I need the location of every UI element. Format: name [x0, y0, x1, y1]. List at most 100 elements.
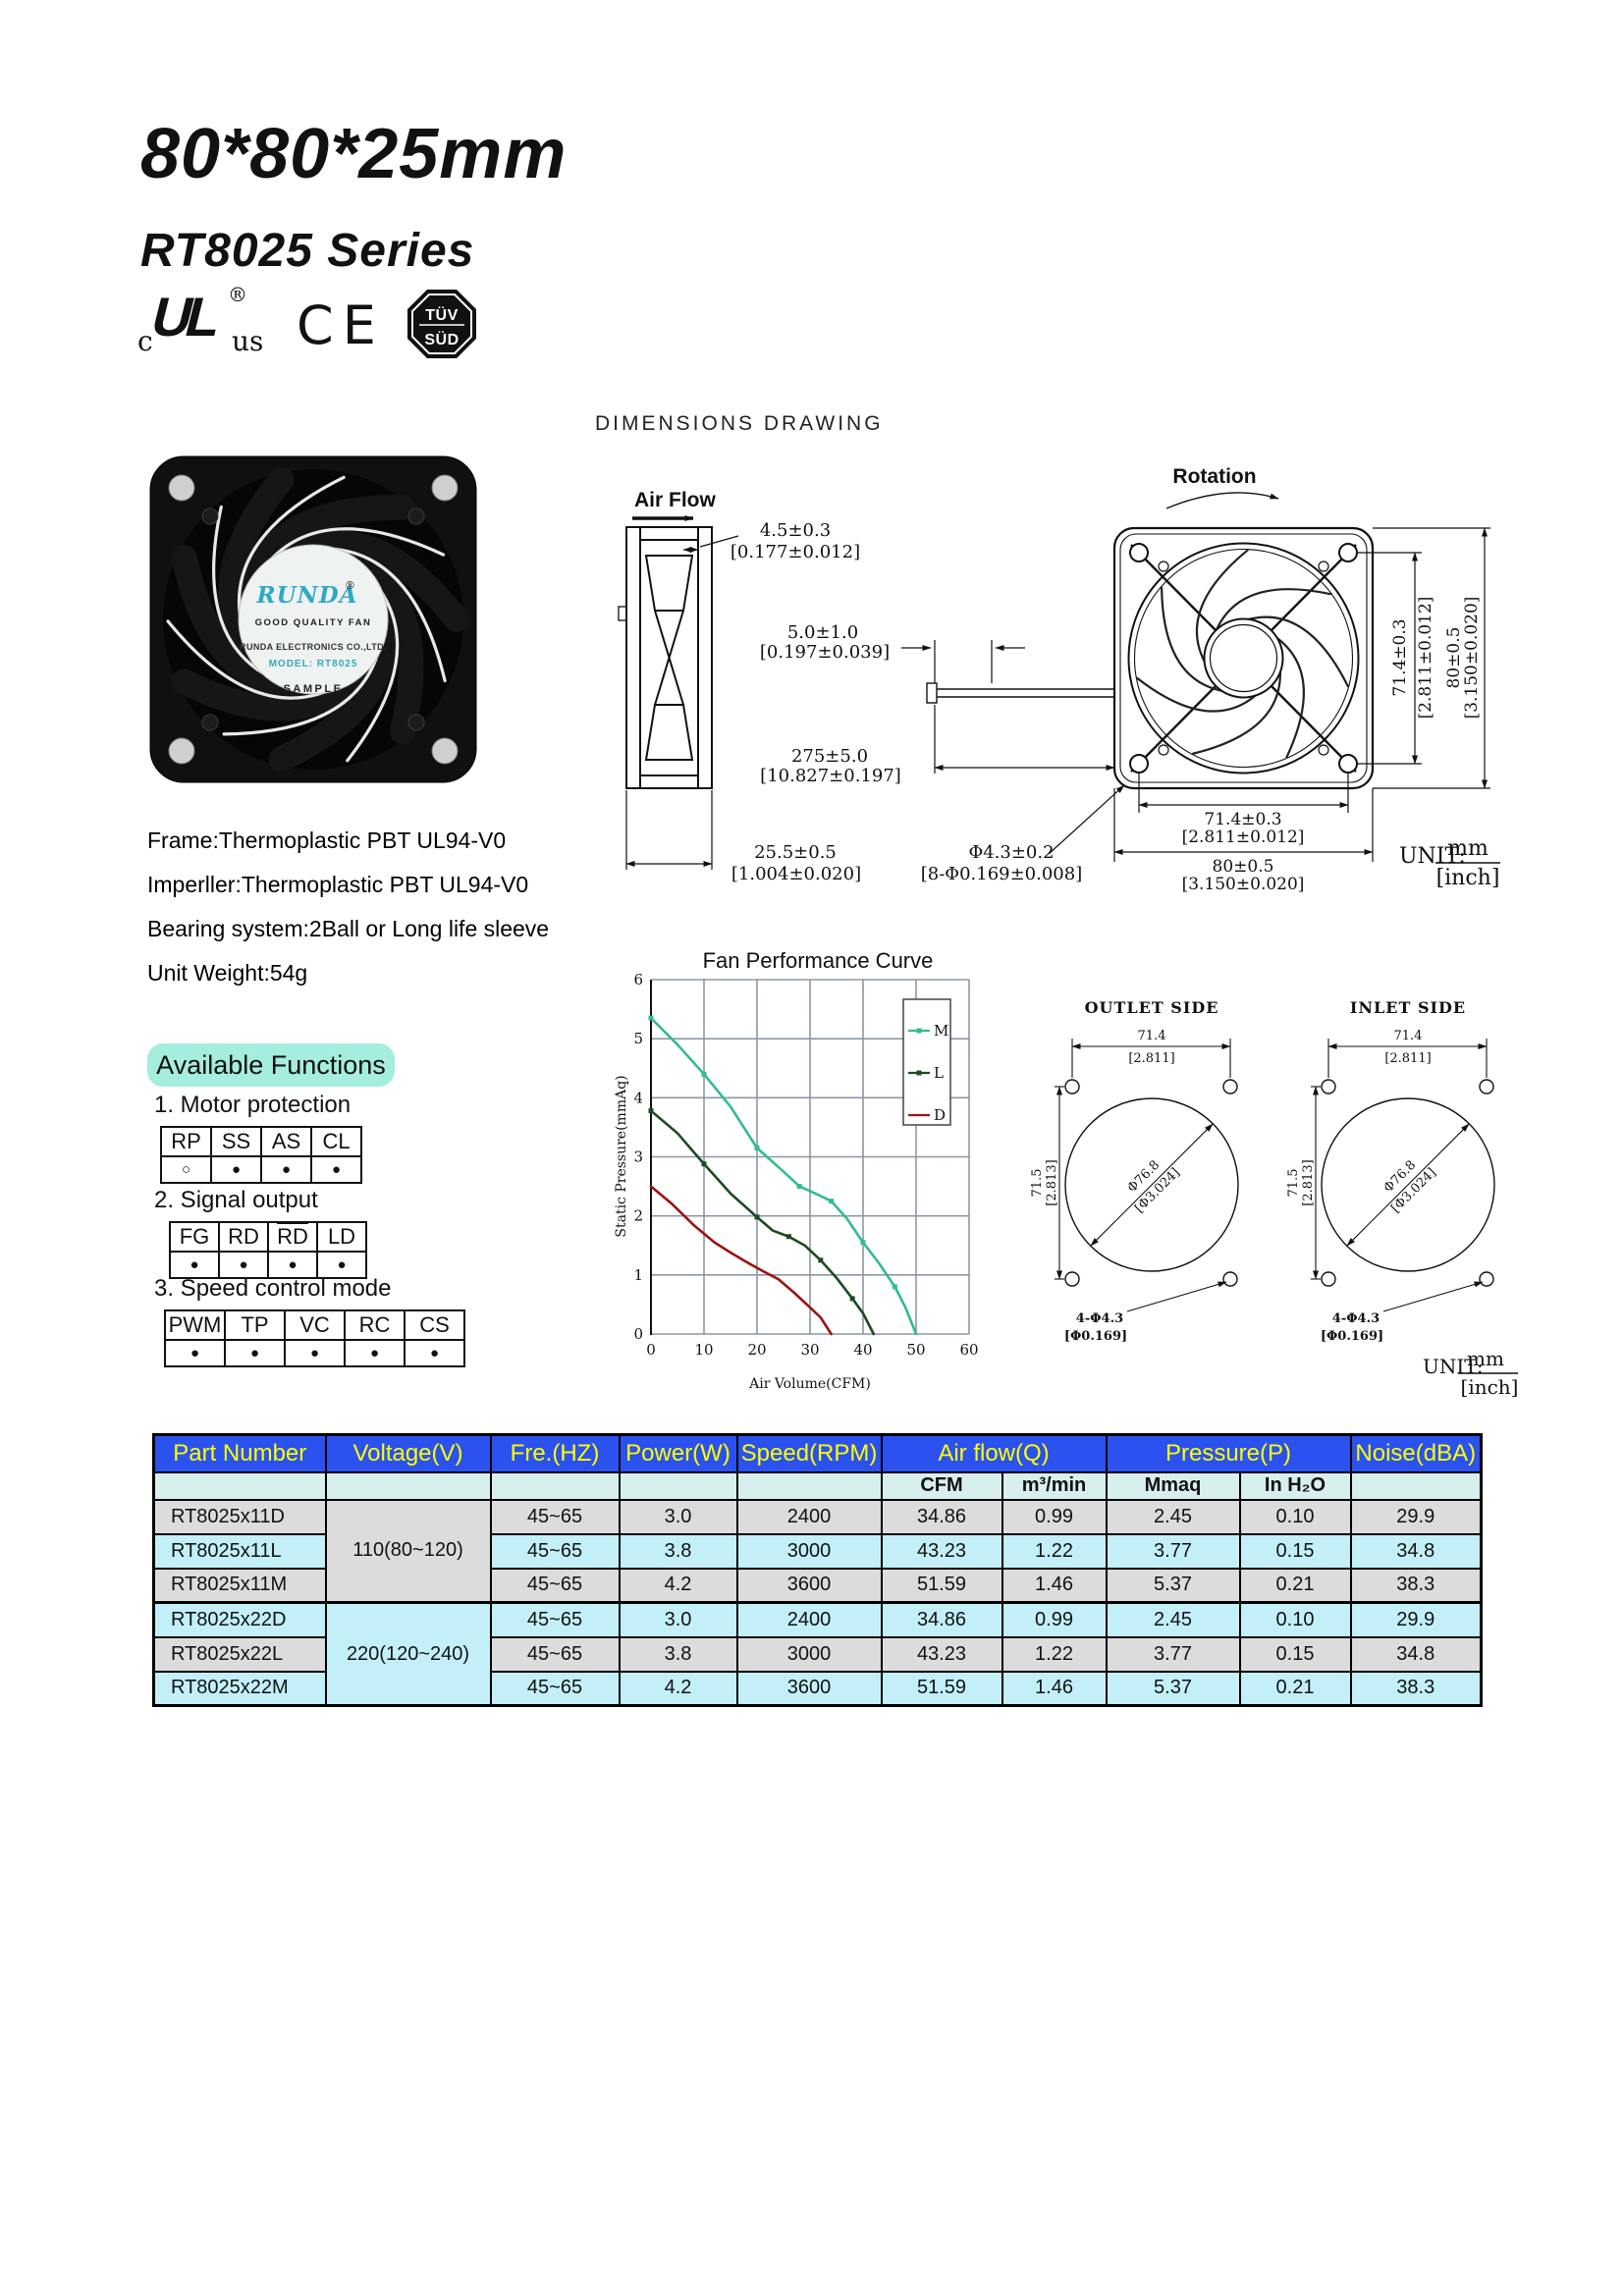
svg-text:[2.811]: [2.811]: [1128, 1051, 1174, 1066]
cell-value: 38.3: [1349, 1567, 1483, 1604]
svg-text:[2.811]: [2.811]: [1384, 1051, 1431, 1066]
cell-part-number: RT8025x22M: [152, 1670, 327, 1707]
cell-value: 51.59: [880, 1670, 1003, 1707]
series-subtitle: RT8025 Series: [140, 225, 475, 277]
svg-text:0: 0: [633, 1325, 643, 1343]
ul-certification-logo: c UL ® us: [137, 283, 267, 357]
cell-value: 0.21: [1238, 1670, 1352, 1707]
unit-note-2: UNIT: mm [inch]: [1423, 1347, 1518, 1399]
cell-value: 38.3: [1349, 1670, 1483, 1707]
function-col-ss: SS: [210, 1126, 262, 1157]
svg-text:mm: mm: [1467, 1347, 1504, 1370]
svg-text:OUTLET SIDE: OUTLET SIDE: [1085, 998, 1219, 1017]
filled-dot-icon: ●: [310, 1155, 362, 1184]
motor-protection-group: 1. Motor protection RP SS AS CL ○ ● ● ●: [147, 1092, 560, 1184]
fan-label-line2: RUNDA ELECTRONICS CO.,LTD.: [240, 642, 387, 652]
dim-v2-in: [3.150±0.020]: [1462, 597, 1482, 720]
function-col-tp: TP: [224, 1309, 286, 1341]
speed-control-group: 3. Speed control mode PWM TP VC RC CS ● ● ● ● ●: [147, 1275, 560, 1367]
cell-value: 45~65: [489, 1498, 621, 1535]
svg-text:[2.813]: [2.813]: [1301, 1159, 1316, 1205]
cell-value: 5.37: [1105, 1567, 1241, 1604]
cell-value: 1.22: [1001, 1532, 1108, 1570]
cell-part-number: RT8025x22D: [152, 1601, 327, 1638]
function-col-as: AS: [260, 1126, 312, 1157]
svg-text:5: 5: [633, 1030, 643, 1047]
cell-value: 1.22: [1001, 1635, 1108, 1673]
fan-label-line3: MODEL: RT8025: [269, 659, 358, 669]
dim-25-5-in: [1.004±0.020]: [731, 864, 861, 883]
cell-value: 4.2: [618, 1567, 738, 1604]
filled-dot-icon: ●: [218, 1251, 269, 1279]
cell-value: 3600: [735, 1670, 883, 1707]
filled-dot-icon: ●: [169, 1251, 220, 1279]
svg-text:20: 20: [747, 1341, 766, 1359]
cell-value: 51.59: [880, 1567, 1003, 1604]
col-airflow: Air flow(Q): [880, 1433, 1108, 1473]
col-pressure: Pressure(P): [1105, 1433, 1352, 1473]
side-view-body: [618, 526, 713, 789]
cell-value: 0.99: [1001, 1601, 1108, 1638]
svg-text:71.5: 71.5: [1030, 1169, 1045, 1198]
filled-dot-icon: ●: [210, 1155, 262, 1184]
subcol-inh2o: In H₂O: [1238, 1470, 1352, 1501]
dim-hole-in: [8-Φ0.169±0.008]: [921, 864, 1082, 883]
svg-text:UNIT:: UNIT:: [1399, 844, 1466, 869]
function-col-rd: RD: [267, 1221, 318, 1253]
col-frequency: Fre.(HZ): [489, 1433, 621, 1473]
registered-icon: ®: [228, 283, 247, 306]
cell-value: 45~65: [489, 1670, 621, 1707]
dim-275-mm: 275±5.0: [791, 746, 868, 767]
chart-plot-area: 0 10 20 30 40 50 60 0 1 2 3 4 5 6 M L D: [633, 971, 978, 1359]
svg-text:L: L: [934, 1064, 944, 1082]
function-col-ld: LD: [316, 1221, 367, 1253]
front-view-dimensions: [1113, 527, 1490, 862]
cell-value: 2.45: [1105, 1601, 1241, 1638]
fan-product-photo: RUNDA ® GOOD QUALITY FAN RUNDA ELECTRONI…: [149, 455, 477, 783]
subcol-mmaq: Mmaq: [1105, 1470, 1241, 1501]
ul-c-label: c: [137, 325, 153, 357]
chart-title: Fan Performance Curve: [703, 948, 934, 973]
cell-value: 34.8: [1349, 1635, 1483, 1673]
cell-value: 4.2: [618, 1670, 738, 1707]
cell-value: 0.10: [1238, 1498, 1352, 1535]
svg-text:4-Φ4.3: 4-Φ4.3: [1332, 1311, 1380, 1326]
col-noise: Noise(dBA): [1349, 1433, 1483, 1473]
table-row: RT8025x11D 110(80~120) 45~65 3.0 2400 34.86 0.…: [152, 1498, 1483, 1604]
svg-text:D: D: [934, 1106, 946, 1124]
cell-value: 45~65: [489, 1567, 621, 1604]
filled-dot-icon: ●: [316, 1251, 367, 1279]
function-col-fg: FG: [169, 1221, 220, 1253]
inlet-side-view: INLET SIDE 71.4 [2.811] 71.5 [2.813] Φ76…: [1286, 998, 1495, 1344]
cell-value: 1.46: [1001, 1567, 1108, 1604]
dimensions-heading: DIMENSIONS DRAWING: [595, 412, 884, 435]
svg-text:mm: mm: [1447, 836, 1489, 861]
cell-value: 0.21: [1238, 1567, 1352, 1604]
dim-h2-mm: 80±0.5: [1213, 857, 1274, 877]
function-col-vc: VC: [284, 1309, 346, 1341]
unit-note: UNIT: mm [inch]: [1399, 836, 1500, 890]
cell-value: 45~65: [489, 1532, 621, 1570]
svg-text:3: 3: [633, 1148, 643, 1166]
cell-value: 0.10: [1238, 1601, 1352, 1638]
material-specs: Frame:Thermoplastic PBT UL94-V0 Imperlle…: [147, 819, 549, 995]
cell-value: 45~65: [489, 1601, 621, 1638]
cell-part-number: RT8025x11M: [152, 1567, 327, 1604]
cell-value: 2.45: [1105, 1498, 1241, 1535]
cell-value: 0.15: [1238, 1532, 1352, 1570]
open-dot-icon: ○: [160, 1155, 212, 1184]
col-power: Power(W): [618, 1433, 738, 1473]
svg-text:1: 1: [633, 1266, 643, 1284]
speed-control-table: PWM TP VC RC CS ● ● ● ● ●: [164, 1309, 465, 1367]
svg-text:40: 40: [853, 1341, 872, 1359]
subcol-cfm: CFM: [880, 1470, 1003, 1501]
dim-h1-in: [2.811±0.012]: [1182, 828, 1305, 847]
cell-value: 34.86: [880, 1498, 1003, 1535]
available-functions-badge: Available Functions: [147, 1043, 395, 1087]
cell-part-number: RT8025x11D: [152, 1498, 327, 1535]
rotation-label: Rotation: [1172, 465, 1256, 488]
spec-table: Part Number Voltage(V) Fre.(HZ) Power(W)…: [152, 1433, 1483, 1707]
cell-value: 1.46: [1001, 1670, 1108, 1707]
dim-4-5-mm: 4.5±0.3: [760, 520, 831, 541]
cell-value: 3.8: [618, 1635, 738, 1673]
